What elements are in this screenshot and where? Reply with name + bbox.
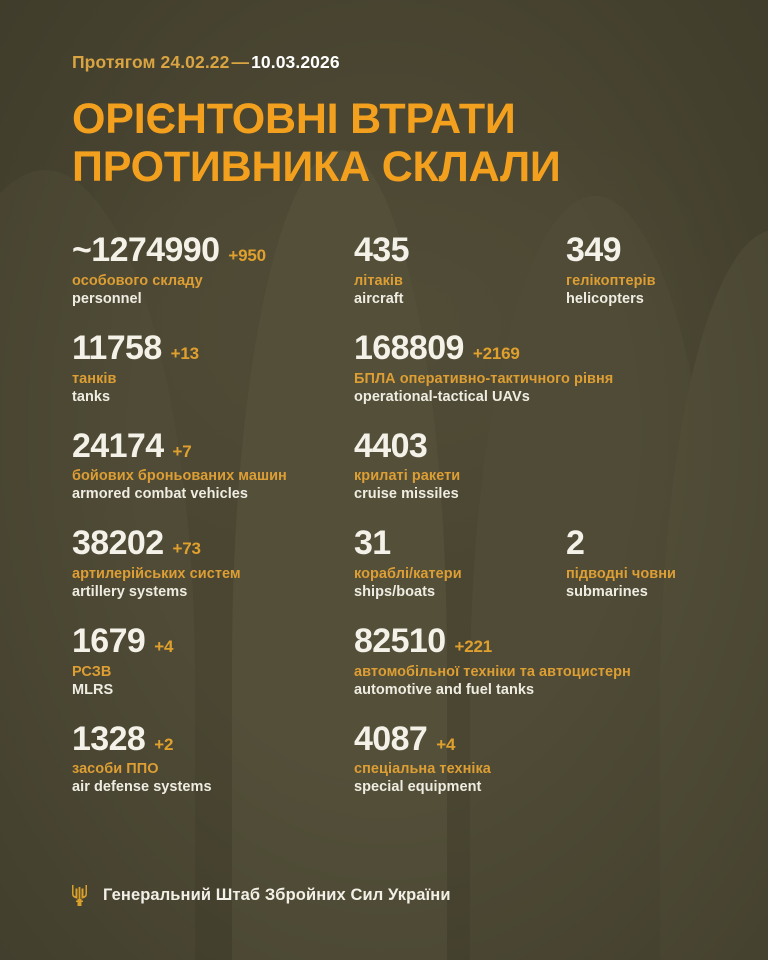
stat-value: 4403 — [354, 426, 428, 465]
footer-text: Генеральний Штаб Збройних Сил України — [103, 885, 451, 904]
stat-label-en: operational-tactical UAVs — [354, 388, 530, 405]
stat-value-line: ~1274990 +950 — [72, 233, 354, 268]
stat-special-equipment: 4087 +4 спеціальна техніка special equipmen… — [354, 719, 768, 796]
period-start-date: 24.02.22 — [160, 52, 230, 72]
stat-helicopters: 349 гелікоптерів helicopters — [566, 233, 768, 307]
stat-label-ua: бойових броньованих машин — [72, 468, 287, 485]
stat-label-en: cruise missiles — [354, 486, 459, 503]
stat-label-ua: танків — [72, 370, 117, 387]
stat-value-line: 168809 +2169 — [354, 331, 768, 366]
stat-value-line: 31 — [354, 526, 566, 561]
stat-label-ua: автомобільної техніки та автоцистерн — [354, 663, 631, 680]
footer: Генеральний Штаб Збройних Сил України — [72, 884, 451, 906]
stat-value: 11758 — [72, 328, 162, 367]
stats-row: 11758 +13 танків tanks 168809 +2169 БПЛА опера… — [72, 331, 768, 405]
stat-value-line: 4403 — [354, 426, 768, 465]
stat-label-ua: спеціальна техніка — [354, 761, 491, 778]
stat-value: 38202 — [72, 524, 164, 563]
title-line-1: ОРІЄНТОВНІ ВТРАТИ — [72, 95, 516, 143]
stat-label-ua: гелікоптерів — [566, 272, 656, 289]
stat-value: 82510 — [354, 622, 446, 660]
stat-value-line: 11758 +13 — [72, 331, 354, 366]
stat-delta: +2169 — [472, 343, 520, 363]
stat-submarines: 2 підводні човни submarines — [566, 526, 768, 600]
stat-value: 1328 — [72, 719, 146, 758]
stat-label-ua: особового складу — [72, 272, 203, 289]
stat-value: 4087 — [354, 719, 428, 758]
stat-label-ua: РСЗВ — [72, 663, 112, 680]
period-end-date: 10.03.2026 — [251, 52, 340, 72]
stat-ships-boats: 31 кораблі/катери ships/boats — [354, 526, 566, 600]
stat-value-line: 349 — [566, 233, 768, 268]
stat-label-en: ships/boats — [354, 584, 436, 600]
title-line-2: ПРОТИВНИКА СКЛАЛИ — [72, 143, 561, 192]
stat-value-line: 2 — [566, 526, 768, 561]
period-line: Протягом 24.02.22—10.03.2026 — [72, 0, 768, 73]
stats-row: ~1274990 +950 особового складу personnel 435… — [72, 233, 768, 307]
stat-label-en: aircraft — [354, 290, 404, 307]
stat-value: ~1274990 — [72, 231, 220, 270]
stat-label-ua: кораблі/катери — [354, 566, 462, 582]
stats-row: 24174 +7 бойових броньованих машин armored … — [72, 426, 768, 503]
stat-tanks: 11758 +13 танків tanks — [72, 331, 354, 405]
stat-label-ua: крилаті ракети — [354, 468, 461, 485]
stat-value: 1679 — [72, 622, 146, 660]
stat-value-line: 1328 +2 — [72, 719, 354, 758]
stat-label-en: armored combat vehicles — [72, 486, 249, 503]
stat-delta: +7 — [172, 441, 192, 461]
stats-grid: ~1274990 +950 особового складу personnel 435… — [72, 233, 768, 795]
stat-automotive-and-fuel-tanks: 82510 +221 автомобільної техніки та автоци… — [354, 624, 768, 698]
stat-value-line: 82510 +221 — [354, 624, 768, 659]
stats-row: 38202 +73 артилерійських систем artillery s… — [72, 526, 768, 600]
stat-delta: +221 — [454, 637, 493, 656]
stat-cruise-missiles: 4403 крилаті ракети cruise missiles — [354, 426, 768, 503]
stat-label-en: submarines — [566, 584, 648, 600]
stat-armored-combat-vehicles: 24174 +7 бойових броньованих машин armored … — [72, 426, 354, 503]
stat-label-en: automotive and fuel tanks — [354, 681, 535, 698]
stat-label-en: air defense systems — [72, 779, 212, 796]
stat-value-line: 435 — [354, 233, 566, 268]
stat-personnel: ~1274990 +950 особового складу personnel — [72, 233, 354, 307]
stat-value: 168809 — [354, 328, 464, 367]
stat-value: 2 — [566, 524, 585, 563]
stat-delta: +4 — [154, 637, 174, 656]
stat-label-ua: БПЛА оперативно-тактичного рівня — [354, 370, 614, 387]
stat-value: 24174 — [72, 426, 164, 465]
stat-label-ua: літаків — [354, 272, 403, 289]
stat-value: 349 — [566, 231, 622, 270]
page-title: ОРІЄНТОВНІ ВТРАТИ ПРОТИВНИКА СКЛАЛИ — [72, 95, 632, 191]
stat-label-ua: артилерійських систем — [72, 566, 241, 582]
stat-label-ua: засоби ППО — [72, 761, 159, 778]
stat-operational-tactical-uavs: 168809 +2169 БПЛА оперативно-тактичного рі… — [354, 331, 768, 405]
stats-row: 1328 +2 засоби ППО air defense systems 4087 +… — [72, 719, 768, 796]
period-dash: — — [231, 52, 250, 72]
stat-artillery-systems: 38202 +73 артилерійських систем artillery s… — [72, 526, 354, 600]
stat-label-en: tanks — [72, 388, 111, 405]
trident-icon — [72, 884, 87, 906]
stat-delta: +950 — [228, 246, 266, 266]
stats-row: 1679 +4 РСЗВ MLRS 82510 +221 автомобільної тех… — [72, 624, 768, 698]
stat-value-line: 24174 +7 — [72, 426, 354, 465]
stat-label-en: helicopters — [566, 290, 644, 307]
stat-value-line: 4087 +4 — [354, 719, 768, 758]
poster-content: Протягом 24.02.22—10.03.2026 ОРІЄНТОВНІ … — [72, 0, 768, 795]
stat-value: 435 — [354, 231, 410, 270]
period-prefix: Протягом — [72, 52, 156, 72]
stat-label-en: artillery systems — [72, 584, 188, 600]
stat-delta: +73 — [172, 539, 201, 559]
stat-air-defense-systems: 1328 +2 засоби ППО air defense systems — [72, 719, 354, 796]
stat-label-en: personnel — [72, 290, 142, 307]
stat-label-ua: підводні човни — [566, 566, 676, 582]
stat-label-en: MLRS — [72, 681, 114, 698]
stat-delta: +4 — [436, 734, 456, 754]
stat-label-en: special equipment — [354, 779, 482, 796]
stat-value: 31 — [354, 524, 391, 563]
stat-value-line: 38202 +73 — [72, 526, 354, 561]
stat-mlrs: 1679 +4 РСЗВ MLRS — [72, 624, 354, 698]
stat-delta: +2 — [154, 734, 174, 754]
stat-delta: +13 — [170, 343, 199, 363]
stat-value-line: 1679 +4 — [72, 624, 354, 659]
stat-aircraft: 435 літаків aircraft — [354, 233, 566, 307]
